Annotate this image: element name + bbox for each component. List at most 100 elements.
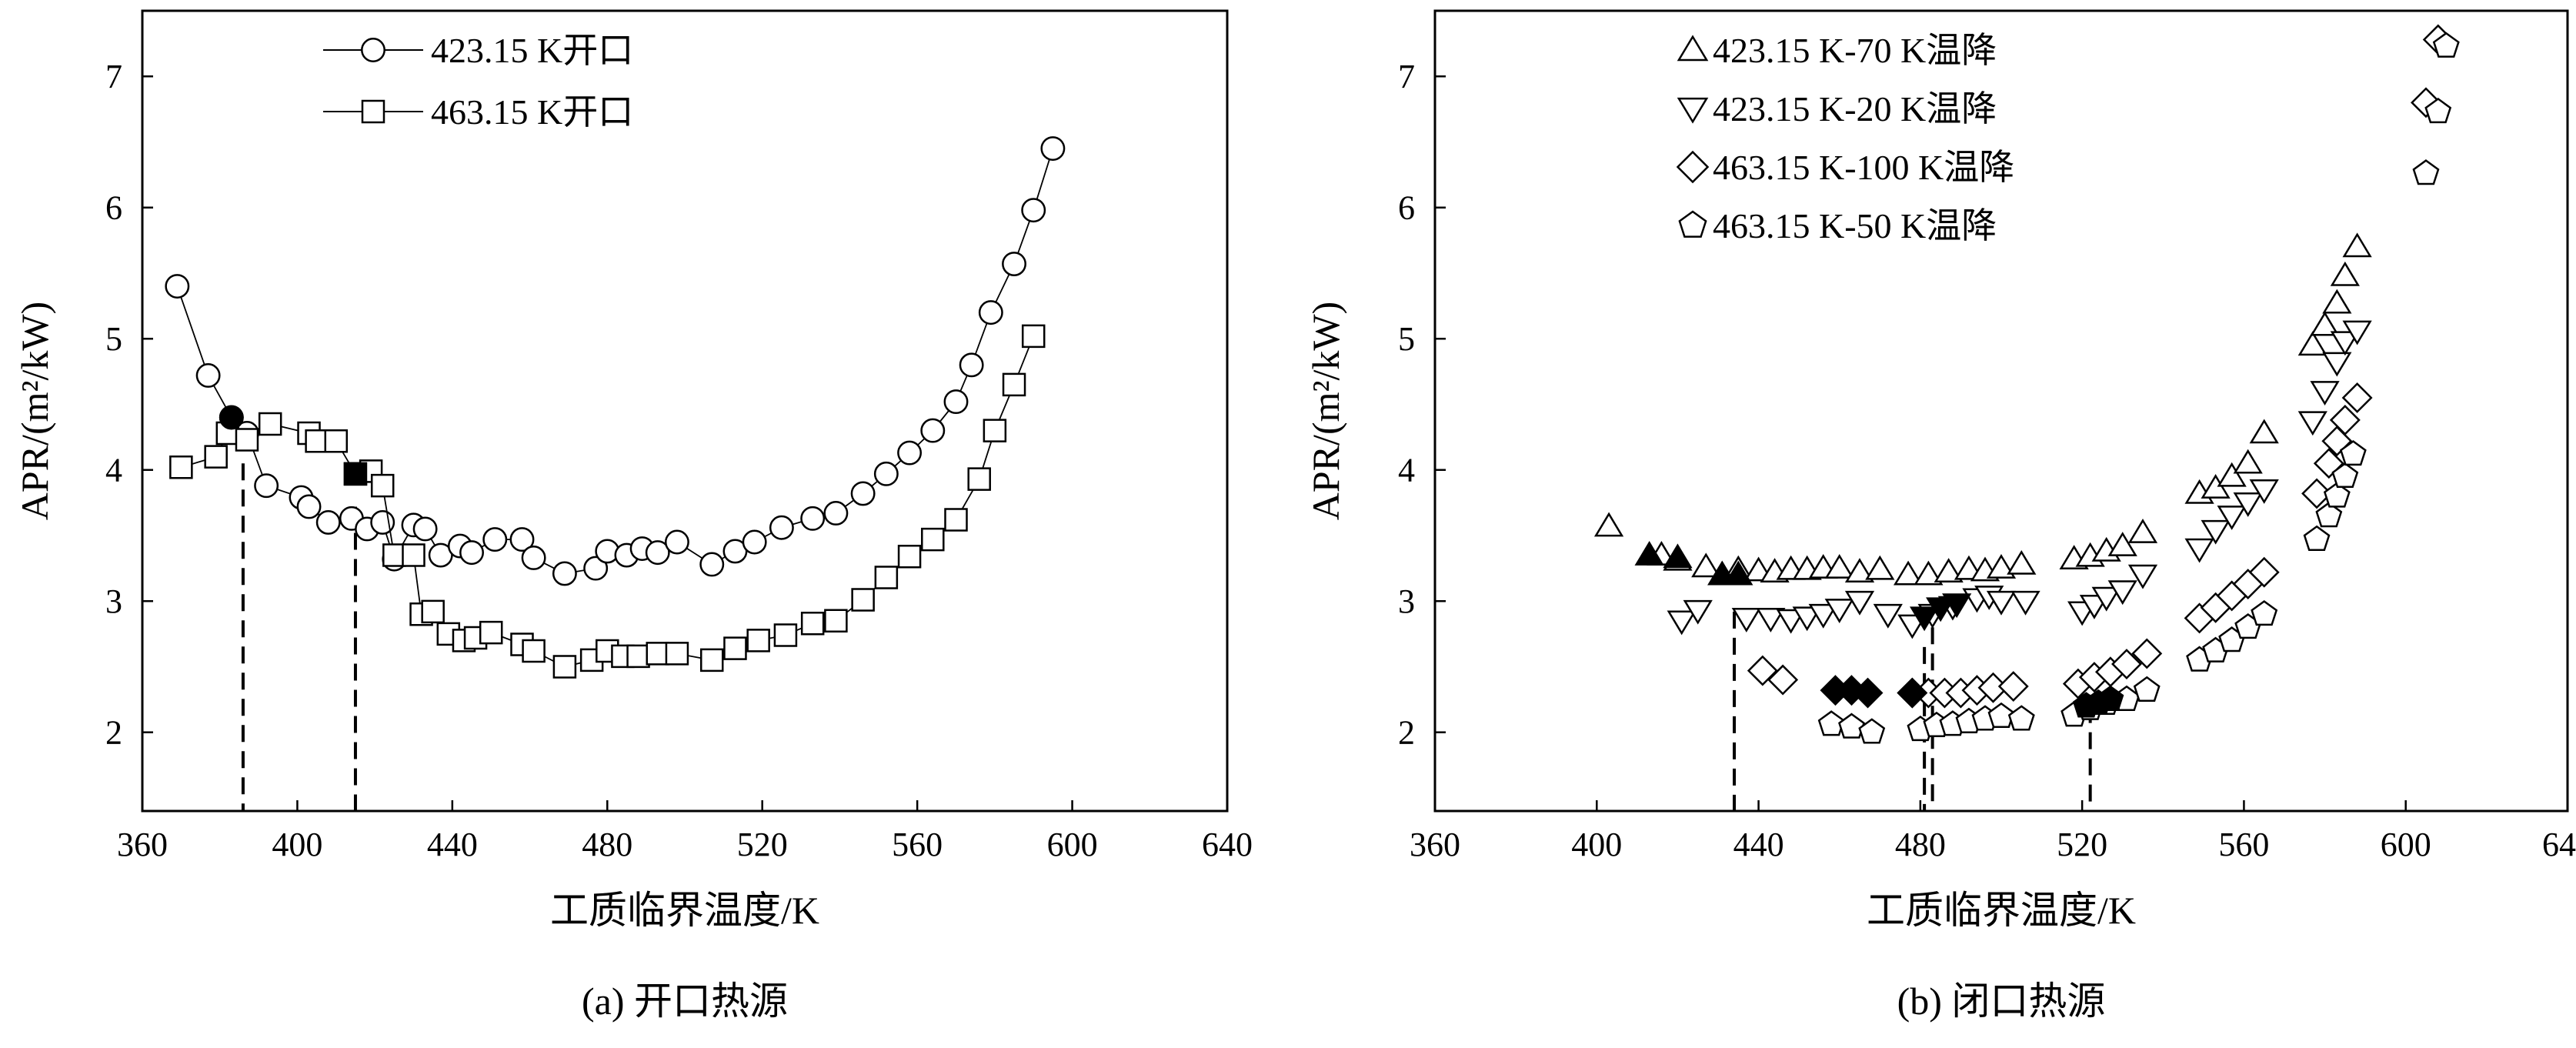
data-point [967, 467, 991, 491]
data-point [1747, 655, 1778, 686]
data-point [1792, 606, 1822, 632]
data-point [2248, 556, 2280, 588]
series-triangle-down [1667, 320, 2372, 639]
data-point [258, 412, 282, 436]
data-point [1040, 136, 1066, 161]
legend-item: 423.15 K开口 [323, 31, 633, 70]
data-point [1873, 603, 1903, 629]
data-point [2249, 419, 2279, 444]
data-point [873, 461, 899, 486]
data-point [2310, 311, 2340, 336]
data-point [421, 599, 445, 624]
data-point [315, 509, 341, 535]
data-point [983, 419, 1007, 442]
data-point [2007, 549, 2037, 575]
data-point [2251, 599, 2278, 626]
highlighted-points [1634, 541, 2124, 718]
data-point [2127, 564, 2158, 589]
y-tick-label: 3 [1398, 582, 1415, 620]
x-axis-label-a: 工质临界温度/K [550, 889, 819, 932]
data-point [1683, 599, 1713, 625]
legend-marker [1676, 150, 1710, 184]
series-triangle-up [1593, 232, 2372, 586]
legend-label: 423.15 K开口 [431, 31, 633, 70]
data-point [254, 473, 279, 499]
x-tick-label: 480 [582, 826, 632, 863]
data-point [1824, 599, 1854, 623]
panel-b: 360 400 440 480 520 560 600 640 2 3 4 5 6 7 423.15 K-… [1304, 9, 2576, 1023]
data-point [552, 655, 577, 679]
data-point [2249, 479, 2279, 504]
data-point [800, 506, 826, 531]
y-tick-label: 5 [105, 320, 122, 358]
data-point [195, 363, 221, 388]
data-point [305, 429, 329, 453]
highlighted-data-point [343, 462, 368, 486]
y-tick-label: 7 [105, 58, 122, 95]
data-point [2131, 638, 2163, 669]
series-circle [165, 136, 1066, 586]
data-point [2342, 320, 2372, 345]
highlighted-data-point [1663, 543, 1693, 569]
data-point [1002, 252, 1026, 276]
data-point [479, 620, 503, 645]
data-point [746, 629, 770, 652]
legend-marker [1677, 35, 1709, 62]
data-point [459, 540, 484, 566]
highlighted-data-point [219, 405, 244, 430]
data-point [324, 429, 349, 453]
legend-marker [1677, 97, 1709, 124]
highlighted-data-point [1926, 597, 1956, 622]
highlighted-data-point [1634, 541, 1664, 566]
data-point [2329, 404, 2361, 436]
data-point [626, 644, 650, 669]
legend-item: 423.15 K-20 K温降 [1677, 89, 1997, 128]
data-point [552, 561, 577, 586]
data-point [943, 389, 969, 415]
data-point [2315, 502, 2343, 528]
data-point [851, 588, 875, 612]
data-point [944, 508, 968, 532]
data-point [2091, 586, 2121, 612]
data-point [235, 428, 259, 452]
y-tick-label: 2 [105, 714, 122, 752]
series-group-b [1593, 24, 2460, 744]
data-point [978, 300, 1003, 325]
data-point [1838, 713, 1865, 739]
data-point [2133, 676, 2161, 702]
data-point [1844, 590, 1875, 616]
axis-ticks-a: 360 400 440 480 520 560 600 640 2 3 4 5 6 7 [105, 58, 1253, 863]
data-point [664, 529, 689, 555]
data-point [1756, 608, 1786, 632]
data-point [1986, 590, 2017, 616]
x-tick-label: 600 [1047, 826, 1098, 863]
x-tick-label: 360 [1410, 826, 1460, 863]
data-point [645, 540, 670, 566]
panel-caption-a: (a) 开口热源 [582, 980, 788, 1023]
data-point [2010, 590, 2040, 616]
data-point [1002, 372, 1026, 397]
data-point [2330, 261, 2360, 286]
data-point [1776, 609, 1806, 634]
legend-marker [361, 38, 385, 62]
data-point [2301, 478, 2333, 509]
y-tick-label: 4 [105, 452, 122, 489]
highlighted-data-point [1942, 593, 1972, 619]
data-point [2201, 474, 2231, 499]
legend-item: 463.15 K-100 K温降 [1676, 148, 2014, 187]
data-point [1817, 710, 1845, 736]
y-axis-label-b: APR/(m²/kW) [1304, 302, 1347, 520]
series-group-a [165, 136, 1066, 679]
data-point [2341, 382, 2373, 413]
plot-area-b [1433, 9, 2569, 813]
legend-label: 463.15 K-50 K温降 [1713, 206, 1997, 245]
data-point [1987, 702, 2015, 729]
x-tick-label: 440 [427, 826, 478, 863]
data-point [1767, 664, 1799, 696]
x-tick-label: 560 [892, 826, 943, 863]
data-point [2111, 649, 2142, 680]
data-point [1731, 608, 1761, 632]
legend-b: 423.15 K-70 K温降 423.15 K-20 K温降 463.15 K-1… [1676, 31, 2014, 245]
data-point [2339, 439, 2367, 466]
x-tick-label: 560 [2218, 826, 2269, 863]
